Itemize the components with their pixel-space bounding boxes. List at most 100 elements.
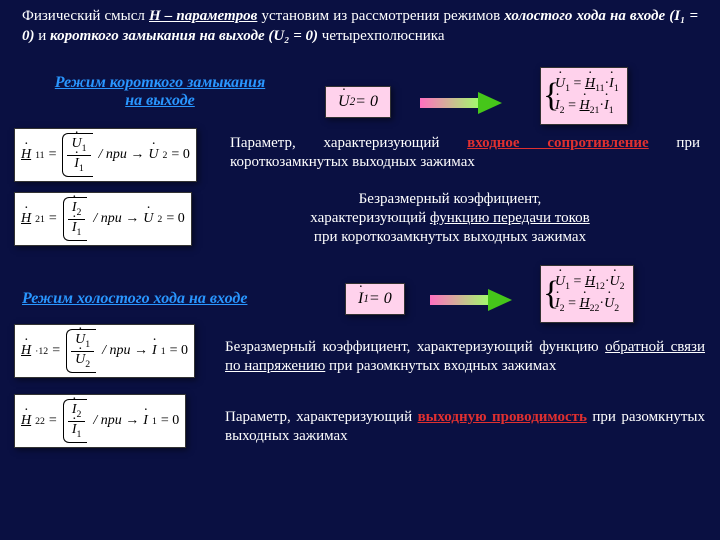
f22-eq: = bbox=[49, 413, 57, 429]
f12-tail2: = 0 bbox=[170, 343, 188, 359]
intro-text: Физический смысл H – параметров установи… bbox=[22, 6, 698, 47]
f11-cv: U bbox=[148, 147, 158, 163]
f21-tail2: = 0 bbox=[166, 211, 184, 227]
f12-dens: 2 bbox=[85, 358, 90, 369]
cond-u2-rhs: = 0 bbox=[355, 93, 378, 111]
formula-h12: H·12 = U1U2 / при → I1 = 0 bbox=[14, 324, 195, 378]
d-h21-l2p: характеризующий bbox=[310, 210, 430, 226]
f21-cs: 2 bbox=[157, 214, 162, 225]
sys1-l2: I2 = H21·I1 bbox=[555, 96, 619, 118]
d-h11-key: входное сопротивление bbox=[467, 135, 649, 151]
f12-eq: = bbox=[52, 343, 60, 359]
sys1-l1-hs: 11 bbox=[595, 83, 604, 94]
sys2-l1-hs: 12 bbox=[595, 281, 605, 292]
d-h21-l3: при короткозамкнутых выходных зажимах bbox=[314, 229, 586, 245]
intro-pre: Физический смысл bbox=[22, 8, 149, 24]
formula-h22: H22 = I2I1 / при → I1 = 0 bbox=[14, 394, 186, 448]
sys2-l2: I2 = H22·U2 bbox=[555, 294, 625, 316]
sys2-l1-h: H bbox=[585, 274, 595, 290]
mode2-label: Режим холостого хода на входе bbox=[22, 290, 247, 307]
f11-tail1: / при → bbox=[99, 147, 145, 163]
f21-lsub: 21 bbox=[35, 214, 45, 225]
slide: Физический смысл H – параметров установи… bbox=[0, 0, 720, 540]
d-h11-pre: Параметр, характеризующий bbox=[230, 135, 467, 151]
f22-tail2: = 0 bbox=[161, 413, 179, 429]
f11-cs: 2 bbox=[163, 150, 168, 161]
f22-dens: 1 bbox=[77, 428, 82, 439]
sys2-l2-lhs: I bbox=[555, 296, 560, 312]
mode1-line1: Режим короткого замыкания bbox=[55, 74, 265, 91]
cond-i1-var: I bbox=[358, 290, 363, 308]
cond-i1-rhs: = 0 bbox=[369, 290, 392, 308]
d-h12-post: при разомкнутых входных зажимах bbox=[325, 358, 556, 374]
intro-cond2: короткого замыкания на выходе (U₂ = 0) bbox=[50, 28, 318, 44]
formula-h11: H11 = U1I1 / при → U2 = 0 bbox=[14, 128, 197, 182]
sys2-l1: U1 = H12·U2 bbox=[555, 272, 625, 294]
f12-tail1: / при → bbox=[102, 343, 148, 359]
f12-denv: U bbox=[75, 352, 85, 367]
f12-nums: 1 bbox=[85, 339, 90, 350]
d-h21-l1: Безразмерный коэффициент, bbox=[359, 191, 542, 207]
f12-lsub: ·12 bbox=[35, 346, 48, 357]
sys2-l2-iv: U bbox=[604, 296, 614, 312]
f21-nums: 2 bbox=[77, 207, 82, 218]
sys1-l2-eq: = bbox=[565, 98, 580, 113]
sys1-l2-iv: I bbox=[604, 98, 609, 114]
f22-nums: 2 bbox=[77, 409, 82, 420]
system-2: { U1 = H12·U2 I2 = H22·U2 bbox=[540, 265, 634, 323]
cond-u2-var: U bbox=[338, 93, 350, 111]
intro-mid1: установим из рассмотрения режимов bbox=[257, 8, 504, 24]
f11-eq: = bbox=[49, 147, 57, 163]
f12-cs: 1 bbox=[161, 346, 166, 357]
sys2-l2-is: 2 bbox=[614, 303, 619, 314]
f22-lhs: H bbox=[21, 413, 31, 429]
arrow-1 bbox=[420, 92, 510, 114]
sys2-l1-iv: U bbox=[610, 274, 620, 290]
desc-h11: Параметр, характеризующий входное сопрот… bbox=[230, 134, 700, 172]
cond-u2: U2 = 0 bbox=[325, 86, 391, 118]
intro-h-term: H – параметров bbox=[149, 8, 257, 24]
f11-nums: 1 bbox=[82, 143, 87, 154]
sys2-l1-is: 2 bbox=[620, 281, 625, 292]
sys2-l2-eq: = bbox=[565, 296, 580, 311]
intro-tail: четырехполюсника bbox=[318, 28, 445, 44]
f11-denv: I bbox=[74, 156, 79, 171]
sys1-l1: U1 = H11·I1 bbox=[555, 74, 619, 96]
d-h22-key: выходную проводимость bbox=[418, 409, 587, 425]
f11-tail2: = 0 bbox=[171, 147, 189, 163]
sys2-l2-hs: 22 bbox=[590, 303, 600, 314]
f11-lhs: H bbox=[21, 147, 31, 163]
cond-i1: I1 = 0 bbox=[345, 283, 405, 315]
f21-eq: = bbox=[49, 211, 57, 227]
intro-and: и bbox=[35, 28, 51, 44]
d-h21-l2k: функцию передачи токов bbox=[430, 210, 590, 226]
f21-dens: 1 bbox=[77, 226, 82, 237]
d-h22-pre: Параметр, характеризующий bbox=[225, 409, 418, 425]
sys1-l2-lhs: I bbox=[555, 98, 560, 114]
mode1-line2: на выходе bbox=[125, 92, 195, 109]
sys1-l1-is: 1 bbox=[614, 83, 619, 94]
desc-h22: Параметр, характеризующий выходную прово… bbox=[225, 408, 705, 446]
f22-cv: I bbox=[143, 413, 148, 429]
f21-denv: I bbox=[72, 220, 77, 235]
f22-denv: I bbox=[72, 422, 77, 437]
f12-cv: I bbox=[152, 343, 157, 359]
f12-lhs: H bbox=[21, 343, 31, 359]
sys1-l1-h: H bbox=[585, 76, 595, 92]
f22-lsub: 22 bbox=[35, 416, 45, 427]
f21-lhs: H bbox=[21, 211, 31, 227]
f11-dens: 1 bbox=[79, 162, 84, 173]
sys1-l2-is: 1 bbox=[609, 105, 614, 116]
system-1: { U1 = H11·I1 I2 = H21·I1 bbox=[540, 67, 628, 125]
f21-tail1: / при → bbox=[93, 211, 139, 227]
f11-lsub: 11 bbox=[35, 150, 44, 161]
mode2-heading: Режим холостого хода на входе bbox=[22, 290, 247, 308]
arrow-2 bbox=[430, 289, 520, 311]
f21-cv: U bbox=[143, 211, 153, 227]
desc-h12: Безразмерный коэффициент, характеризующи… bbox=[225, 338, 705, 376]
formula-h21: H21 = I2I1 / при → U2 = 0 bbox=[14, 192, 192, 246]
f22-tail1: / при → bbox=[93, 413, 139, 429]
sys1-l2-h: H bbox=[579, 98, 589, 114]
f22-cs: 1 bbox=[152, 416, 157, 427]
sys1-l1-iv: I bbox=[609, 76, 614, 92]
